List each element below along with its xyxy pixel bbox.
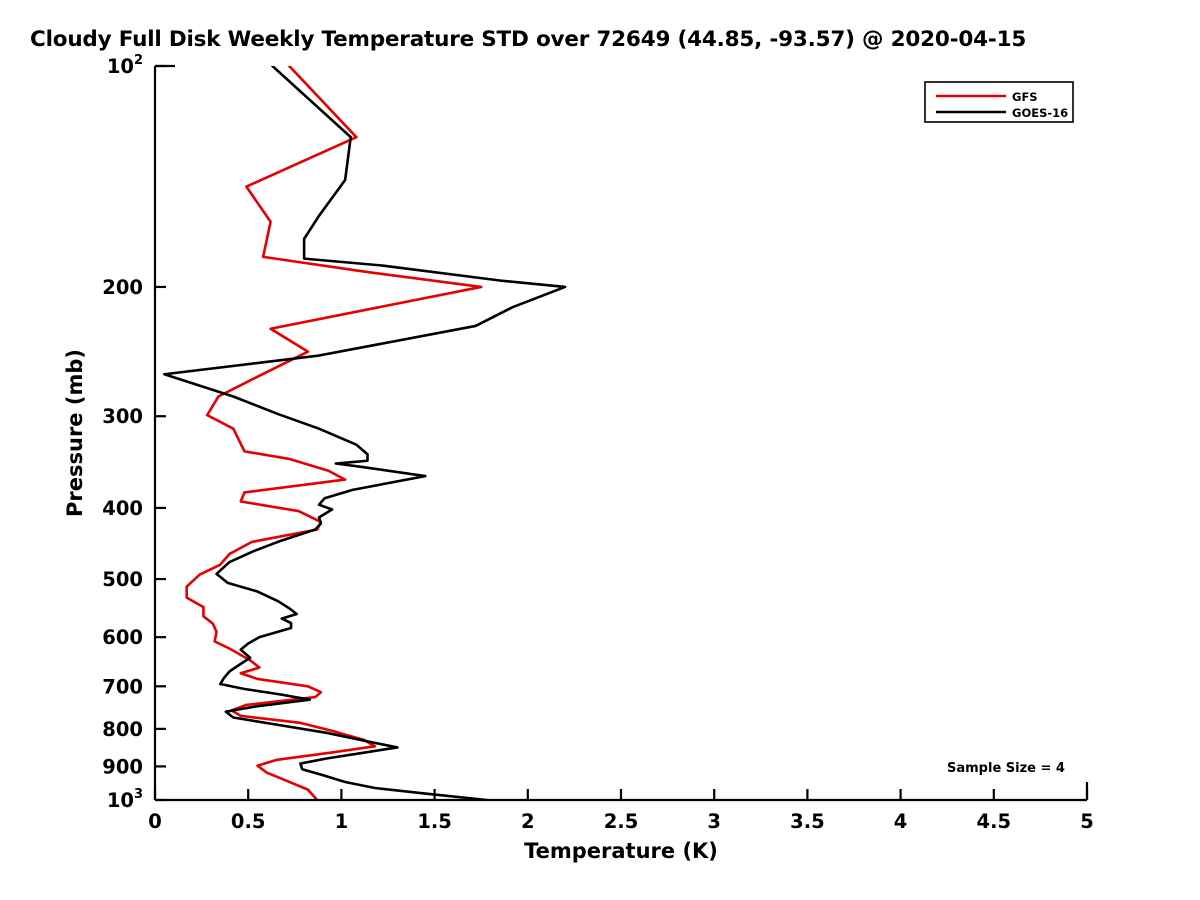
x-tick-label: 2.5 bbox=[604, 810, 639, 833]
y-tick-label: 500 bbox=[102, 568, 143, 591]
y-tick-label: 102 bbox=[107, 53, 143, 78]
x-axis-label: Temperature (K) bbox=[524, 839, 718, 863]
x-tick-label: 2 bbox=[521, 810, 535, 833]
legend-label-goes16: GOES-16 bbox=[1012, 106, 1068, 120]
y-tick-label: 800 bbox=[102, 718, 143, 741]
legend-label-gfs: GFS bbox=[1012, 90, 1038, 104]
series-line-gfs bbox=[185, 66, 483, 800]
y-tick-label: 600 bbox=[102, 626, 143, 649]
legend-box bbox=[924, 81, 1074, 123]
x-axis-ticks bbox=[153, 789, 1089, 800]
series-line-goes-16 bbox=[163, 66, 567, 800]
x-tick-label: 4.5 bbox=[977, 810, 1012, 833]
page-title: Cloudy Full Disk Weekly Temperature STD … bbox=[30, 27, 1027, 52]
x-tick-label: 5 bbox=[1080, 810, 1094, 833]
plot-background bbox=[155, 66, 1087, 800]
sample-size-annotation: Sample Size = 4 bbox=[947, 761, 1065, 776]
data-series-group bbox=[163, 66, 567, 800]
y-axis-ticks bbox=[155, 64, 166, 802]
y-tick-label: 900 bbox=[102, 755, 143, 778]
x-tick-label: 4 bbox=[894, 810, 908, 833]
y-axis-tick-labels: 102 200 300 400 500 600 700 800 900 103 bbox=[102, 53, 143, 812]
y-tick-label: 400 bbox=[102, 497, 143, 520]
x-tick-label: 3 bbox=[707, 810, 721, 833]
y-tick-label: 103 bbox=[107, 787, 143, 812]
y-tick-label: 200 bbox=[102, 276, 143, 299]
legend: GFS GOES-16 bbox=[924, 81, 1074, 123]
y-tick-label: 300 bbox=[102, 405, 143, 428]
x-axis-tick-labels: 0 0.5 1 1.5 2 2.5 3 3.5 4 4.5 5 bbox=[148, 810, 1094, 833]
y-axis-label: Pressure (mb) bbox=[63, 349, 87, 517]
x-tick-label: 0 bbox=[148, 810, 162, 833]
x-tick-label: 0.5 bbox=[231, 810, 266, 833]
x-tick-label: 3.5 bbox=[790, 810, 825, 833]
x-tick-label: 1 bbox=[335, 810, 349, 833]
x-tick-label: 1.5 bbox=[417, 810, 452, 833]
y-tick-label: 700 bbox=[102, 675, 143, 698]
